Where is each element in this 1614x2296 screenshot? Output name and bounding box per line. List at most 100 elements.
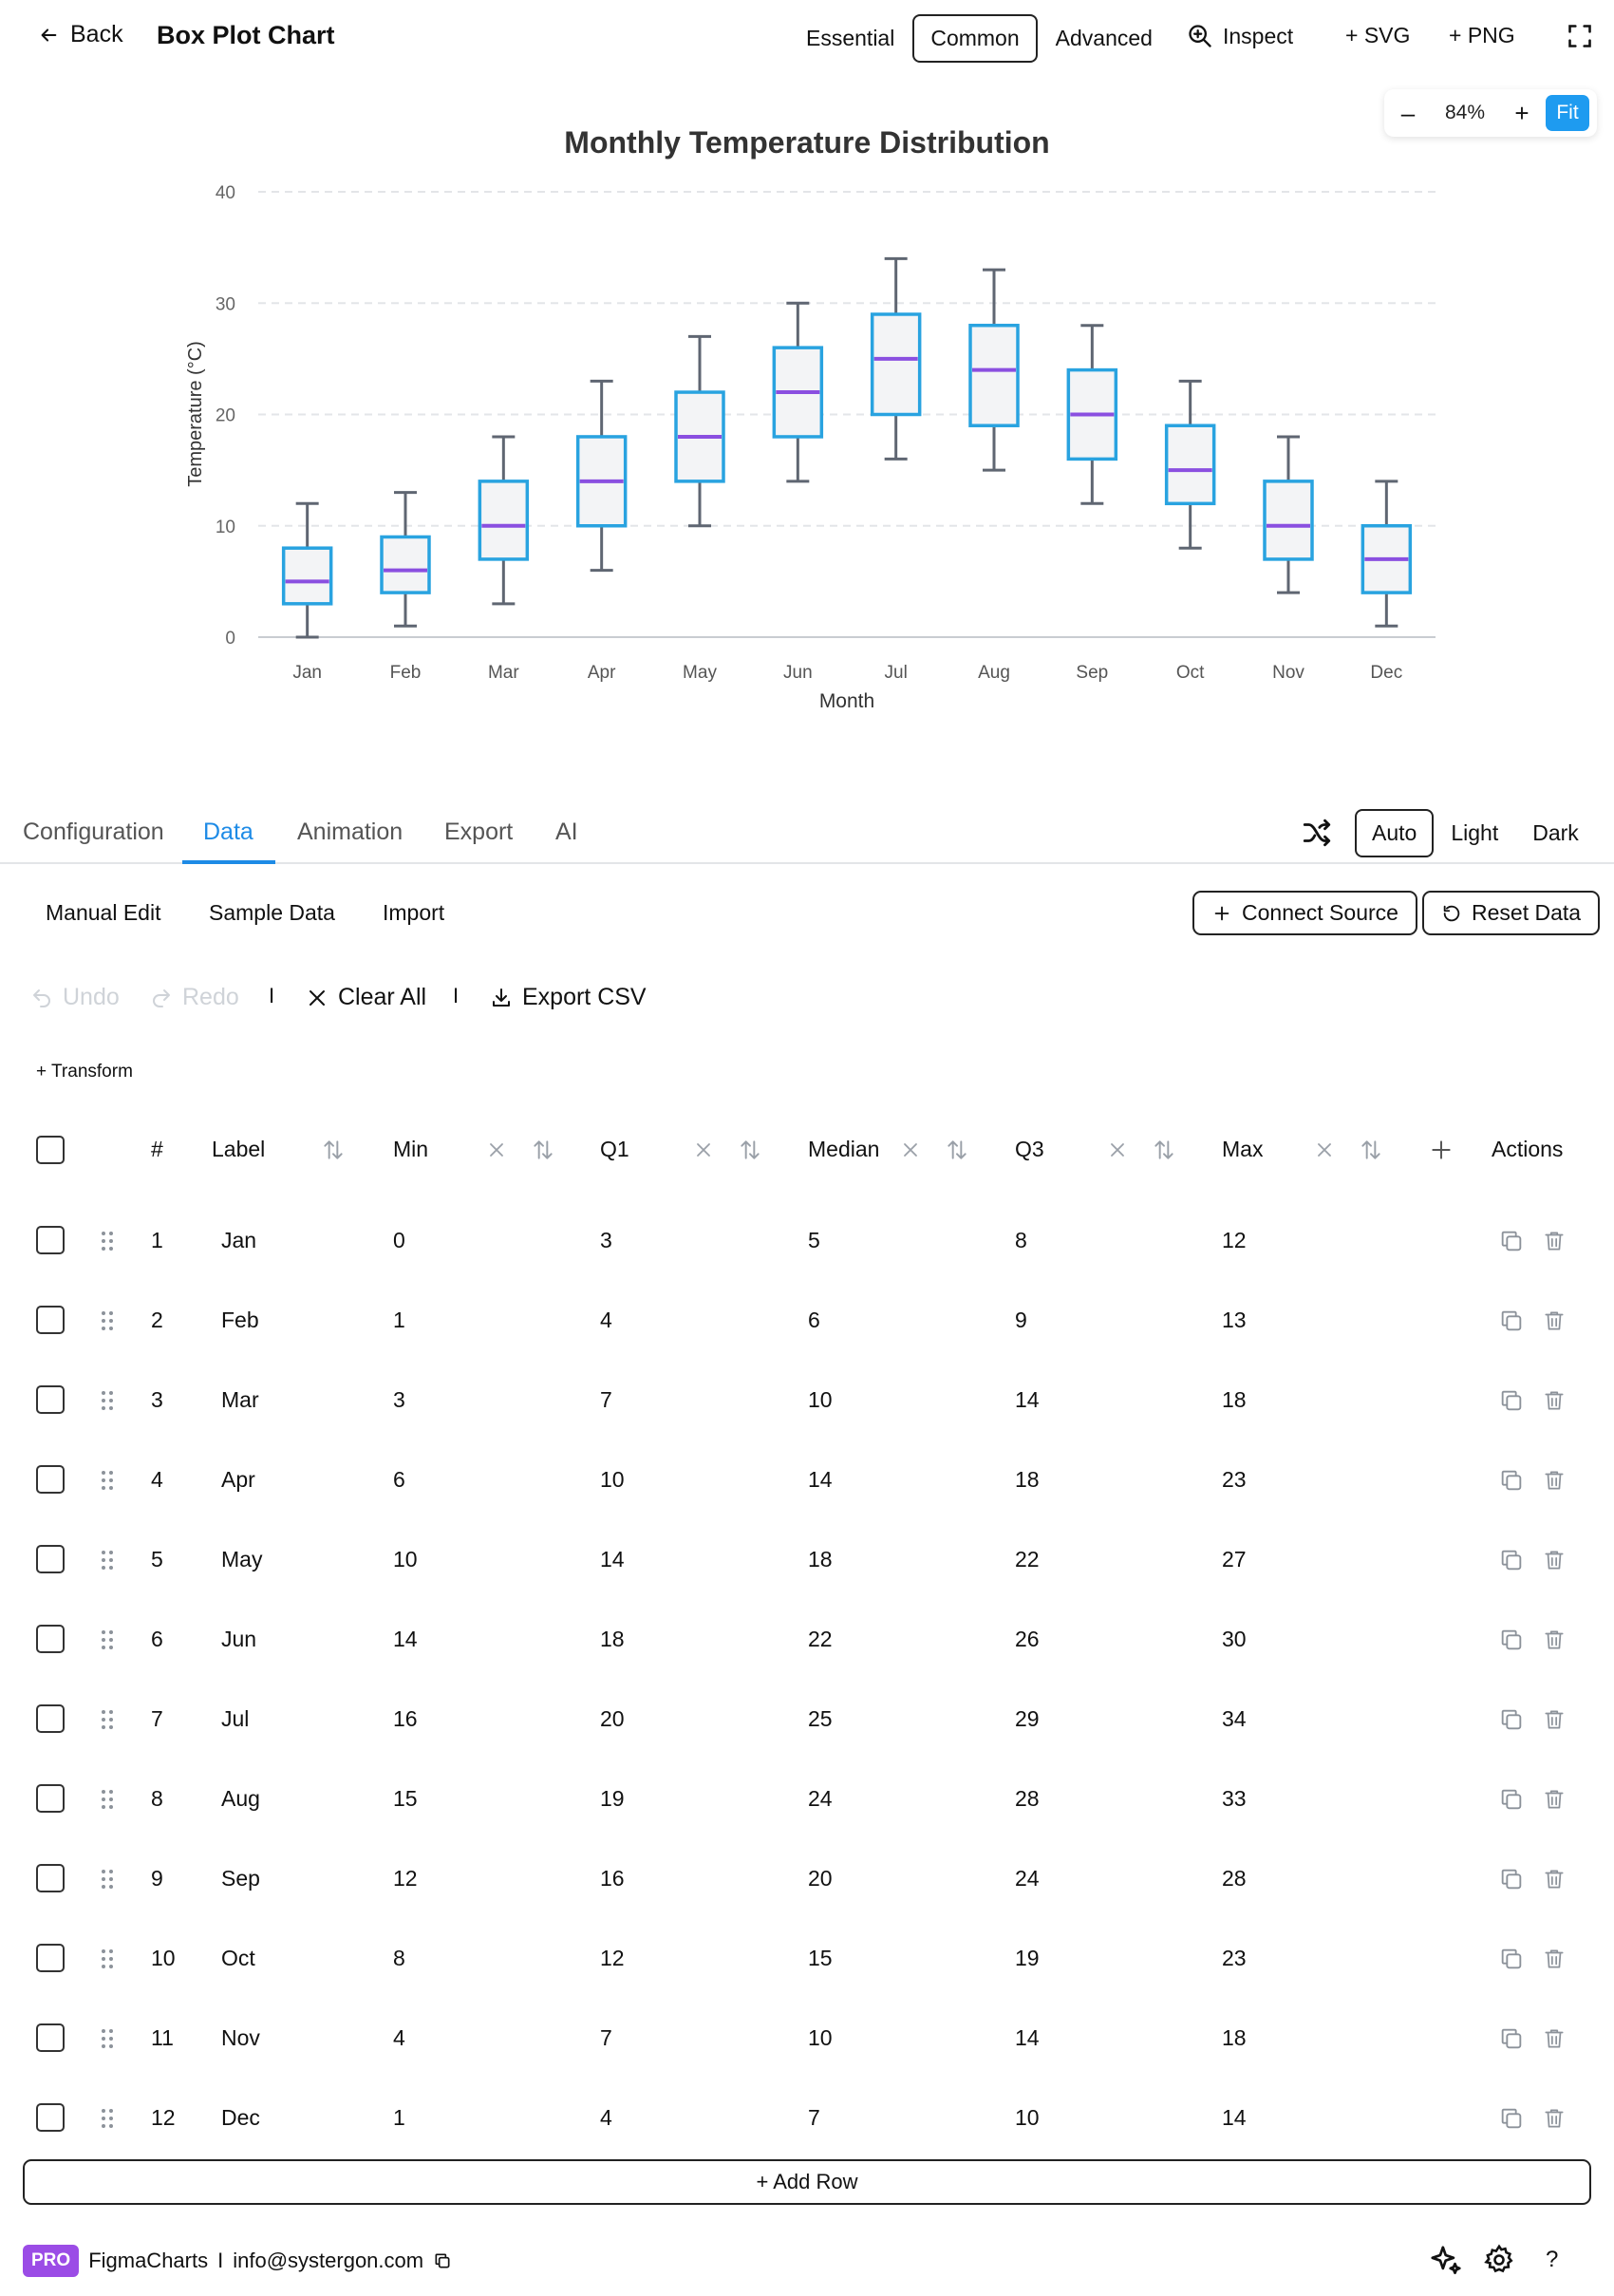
contact-email[interactable]: info@systergon.com [233, 2249, 424, 2272]
remove-column-icon[interactable] [899, 1139, 922, 1161]
mode-common[interactable]: Common [912, 14, 1038, 63]
row-median-cell[interactable]: 25 [808, 1706, 833, 1731]
row-q1-cell[interactable]: 4 [600, 1308, 612, 1332]
row-checkbox[interactable] [36, 1944, 65, 1972]
trash-icon[interactable] [1542, 2025, 1567, 2052]
transform-button[interactable]: + Transform [36, 1062, 133, 1082]
add-column-icon[interactable] [1429, 1138, 1454, 1162]
row-median-cell[interactable]: 24 [808, 1786, 833, 1811]
row-median-cell[interactable]: 15 [808, 1946, 833, 1970]
remove-column-icon[interactable] [1313, 1139, 1336, 1161]
row-median-cell[interactable]: 6 [808, 1308, 820, 1332]
row-q1-cell[interactable]: 10 [600, 1467, 625, 1492]
connect-source-button[interactable]: Connect Source [1192, 891, 1417, 935]
row-checkbox[interactable] [36, 1704, 65, 1733]
row-min-cell[interactable]: 15 [393, 1786, 418, 1811]
drag-handle-icon[interactable] [97, 1468, 118, 1493]
row-median-cell[interactable]: 7 [808, 2105, 820, 2130]
duplicate-icon[interactable] [1498, 1627, 1525, 1653]
add-svg-button[interactable]: + SVG [1345, 23, 1410, 48]
row-label-cell[interactable]: Feb [221, 1308, 259, 1332]
row-q3-cell[interactable]: 22 [1015, 1547, 1040, 1571]
row-label-cell[interactable]: Apr [221, 1467, 255, 1492]
row-median-cell[interactable]: 20 [808, 1866, 833, 1891]
copy-icon[interactable] [433, 2251, 452, 2270]
row-min-cell[interactable]: 3 [393, 1387, 405, 1412]
duplicate-icon[interactable] [1498, 2105, 1525, 2132]
row-q3-cell[interactable]: 19 [1015, 1946, 1040, 1970]
trash-icon[interactable] [1542, 1228, 1567, 1254]
row-q1-cell[interactable]: 12 [600, 1946, 625, 1970]
row-q3-cell[interactable]: 24 [1015, 1866, 1040, 1891]
row-min-cell[interactable]: 10 [393, 1547, 418, 1571]
row-label-cell[interactable]: Jan [221, 1228, 257, 1252]
row-q1-cell[interactable]: 19 [600, 1786, 625, 1811]
trash-icon[interactable] [1542, 1387, 1567, 1414]
back-button[interactable]: Back [38, 21, 123, 48]
row-checkbox[interactable] [36, 1864, 65, 1892]
row-q1-cell[interactable]: 18 [600, 1627, 625, 1651]
trash-icon[interactable] [1542, 1706, 1567, 1733]
drag-handle-icon[interactable] [97, 1308, 118, 1333]
duplicate-icon[interactable] [1498, 1467, 1525, 1494]
select-all-checkbox[interactable] [36, 1136, 65, 1164]
row-max-cell[interactable]: 23 [1222, 1946, 1247, 1970]
duplicate-icon[interactable] [1498, 2025, 1525, 2052]
clear-all-button[interactable]: Clear All [306, 984, 426, 1011]
row-q3-cell[interactable]: 14 [1015, 2025, 1040, 2050]
duplicate-icon[interactable] [1498, 1706, 1525, 1733]
row-q3-cell[interactable]: 8 [1015, 1228, 1027, 1252]
duplicate-icon[interactable] [1498, 1786, 1525, 1813]
row-q3-cell[interactable]: 18 [1015, 1467, 1040, 1492]
row-min-cell[interactable]: 4 [393, 2025, 405, 2050]
row-checkbox[interactable] [36, 2103, 65, 2132]
row-min-cell[interactable]: 0 [393, 1228, 405, 1252]
row-label-cell[interactable]: Sep [221, 1866, 260, 1891]
remove-column-icon[interactable] [1106, 1139, 1129, 1161]
row-median-cell[interactable]: 5 [808, 1228, 820, 1252]
zoom-in-button[interactable]: + [1514, 98, 1530, 127]
trash-icon[interactable] [1542, 1786, 1567, 1813]
duplicate-icon[interactable] [1498, 1228, 1525, 1254]
duplicate-icon[interactable] [1498, 1946, 1525, 1972]
drag-handle-icon[interactable] [97, 1388, 118, 1413]
row-max-cell[interactable]: 30 [1222, 1627, 1247, 1651]
row-q3-cell[interactable]: 9 [1015, 1308, 1027, 1332]
row-checkbox[interactable] [36, 1306, 65, 1334]
row-median-cell[interactable]: 10 [808, 1387, 833, 1412]
zoom-out-button[interactable]: – [1400, 98, 1416, 127]
tab-animation[interactable]: Animation [297, 819, 404, 845]
row-checkbox[interactable] [36, 1545, 65, 1573]
row-q1-cell[interactable]: 7 [600, 1387, 612, 1412]
trash-icon[interactable] [1542, 1547, 1567, 1573]
duplicate-icon[interactable] [1498, 1308, 1525, 1334]
export-csv-button[interactable]: Export CSV [490, 984, 647, 1011]
row-max-cell[interactable]: 28 [1222, 1866, 1247, 1891]
undo-button[interactable]: Undo [30, 984, 120, 1011]
ai-sparkle-button[interactable] [1428, 2243, 1464, 2284]
settings-button[interactable] [1482, 2243, 1516, 2282]
sort-icon[interactable] [531, 1138, 555, 1162]
drag-handle-icon[interactable] [97, 1707, 118, 1732]
row-checkbox[interactable] [36, 2023, 65, 2052]
redo-button[interactable]: Redo [150, 984, 239, 1011]
row-checkbox[interactable] [36, 1226, 65, 1254]
row-q1-cell[interactable]: 16 [600, 1866, 625, 1891]
row-label-cell[interactable]: Dec [221, 2105, 260, 2130]
drag-handle-icon[interactable] [97, 2026, 118, 2051]
mode-advanced[interactable]: Advanced [1055, 26, 1153, 50]
row-q1-cell[interactable]: 20 [600, 1706, 625, 1731]
duplicate-icon[interactable] [1498, 1547, 1525, 1573]
help-button[interactable]: ? [1546, 2247, 1559, 2272]
row-q3-cell[interactable]: 14 [1015, 1387, 1040, 1412]
row-label-cell[interactable]: Nov [221, 2025, 260, 2050]
row-max-cell[interactable]: 14 [1222, 2105, 1247, 2130]
row-q1-cell[interactable]: 14 [600, 1547, 625, 1571]
sort-icon[interactable] [321, 1138, 346, 1162]
mode-essential[interactable]: Essential [806, 26, 895, 50]
theme-dark[interactable]: Dark [1532, 820, 1579, 845]
row-q3-cell[interactable]: 10 [1015, 2105, 1040, 2130]
trash-icon[interactable] [1542, 1866, 1567, 1892]
tab-data[interactable]: Data [203, 819, 253, 845]
reset-data-button[interactable]: Reset Data [1422, 891, 1601, 935]
